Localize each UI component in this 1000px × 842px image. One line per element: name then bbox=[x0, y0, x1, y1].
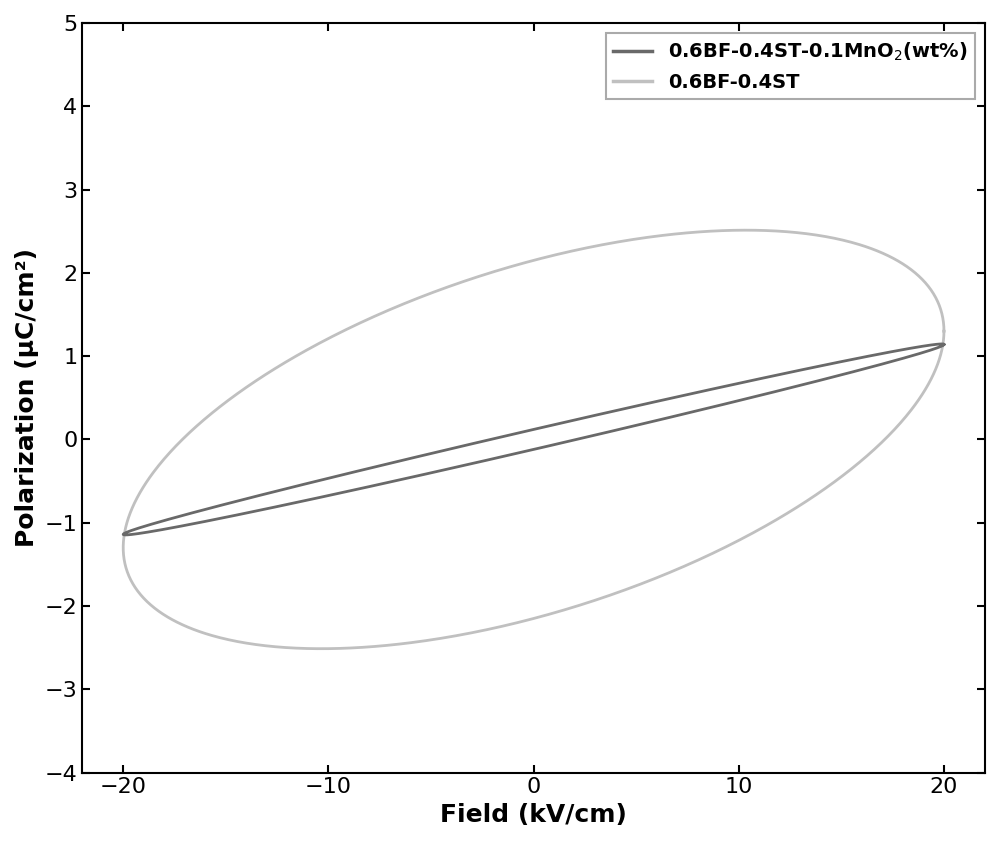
Legend: 0.6BF-0.4ST-0.1MnO$_2$(wt%), 0.6BF-0.4ST: 0.6BF-0.4ST-0.1MnO$_2$(wt%), 0.6BF-0.4ST bbox=[606, 33, 975, 99]
Y-axis label: Polarization (μC/cm²): Polarization (μC/cm²) bbox=[15, 248, 39, 547]
X-axis label: Field (kV/cm): Field (kV/cm) bbox=[440, 803, 627, 827]
